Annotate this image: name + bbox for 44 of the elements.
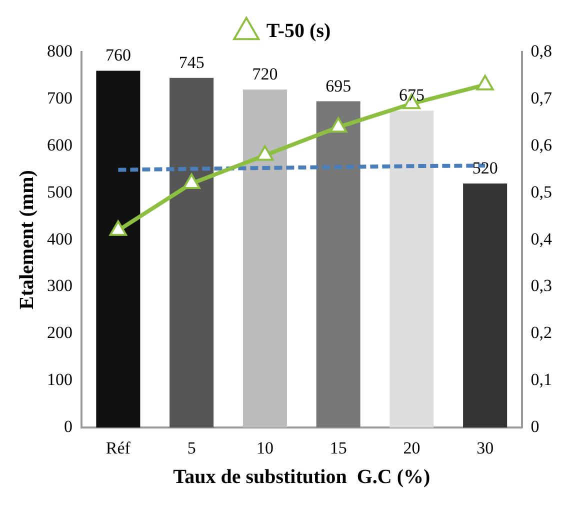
y-tick-label: 600 [47,135,72,154]
x-tick-label: 20 [403,438,420,458]
y2-tick-label: 0,2 [530,323,552,342]
point [256,145,274,161]
point [476,74,494,90]
y-tick-label: 100 [47,370,72,390]
data-label: 720 [252,64,278,84]
y-tick-label: 0 [64,417,72,436]
y2-tick-label: 0,4 [530,229,552,248]
y-tick-label: 300 [47,276,72,296]
point [109,220,127,236]
y2-tick-label: 0,7 [530,88,552,108]
data-label: 695 [326,76,352,96]
y2-tick-label: 0,5 [530,182,552,202]
y-tick-label: 500 [47,182,72,202]
x-axis-title: Taux de substitution G.C (%) [173,466,430,488]
y2-tick-label: 0 [530,417,540,436]
bar [463,183,508,428]
x-tick-label: 5 [187,438,196,458]
data-label: 745 [178,52,204,72]
x-tick-label: 15 [330,438,347,458]
y-tick-label: 800 [47,41,72,60]
bar [242,90,287,428]
x-tick-label: 10 [256,438,274,458]
y-tick-label: 700 [47,88,72,108]
bar [390,110,434,428]
bar [96,70,140,428]
data-label: 760 [105,46,131,65]
y2-tick-label: 0,6 [530,135,552,154]
y-tick-label: 200 [47,323,72,342]
y-axis-title: Etalement (mm) [16,170,38,310]
x-tick-label: Réf [106,438,131,458]
y2-tick-label: 0,1 [530,370,552,390]
point [182,173,200,189]
data-label: 520 [472,158,498,178]
point [330,117,348,133]
y2-tick-label: 0,8 [530,41,552,60]
x-tick-label: 30 [476,438,494,458]
bar [316,101,360,428]
y2-tick-label: 0,3 [530,276,552,296]
bar [170,78,214,428]
legend-label: T-50 (s) [266,20,331,42]
data-label: 675 [398,86,424,105]
y-tick-label: 400 [47,229,72,248]
